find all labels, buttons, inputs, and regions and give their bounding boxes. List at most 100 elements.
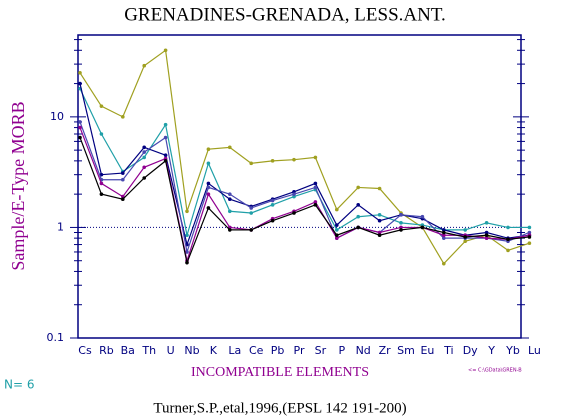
data-point xyxy=(206,181,211,186)
data-point xyxy=(377,186,382,191)
data-point xyxy=(142,165,146,170)
data-point xyxy=(142,150,146,154)
x-tick-label: Zr xyxy=(379,344,392,357)
data-point xyxy=(292,157,296,162)
data-point xyxy=(142,145,146,150)
data-point xyxy=(313,155,318,160)
data-point xyxy=(313,203,318,207)
data-point xyxy=(185,209,189,214)
data-point xyxy=(163,153,168,158)
x-tick-label: Pr xyxy=(294,344,305,357)
x-tick-label: Rb xyxy=(99,344,114,357)
data-point xyxy=(356,185,361,190)
series-line xyxy=(79,127,530,264)
x-tick-label: Nb xyxy=(184,344,199,357)
data-point xyxy=(249,161,253,166)
data-point xyxy=(163,48,168,53)
data-point xyxy=(142,176,146,180)
data-point xyxy=(484,236,489,240)
data-point xyxy=(399,213,403,217)
data-point xyxy=(206,185,211,190)
data-point xyxy=(292,192,296,196)
data-point xyxy=(527,230,532,235)
data-point xyxy=(377,233,382,238)
data-point xyxy=(313,185,318,190)
data-point xyxy=(356,214,361,219)
data-point xyxy=(420,214,425,219)
count-note: N= 6 xyxy=(4,378,34,392)
x-tick-label: Lu xyxy=(528,344,541,357)
x-tick-label: Yb xyxy=(505,344,520,357)
data-point xyxy=(99,104,104,108)
data-point xyxy=(442,228,446,232)
y-tick-label: 1 xyxy=(57,220,64,233)
data-point xyxy=(249,211,253,215)
x-tick-label: Nd xyxy=(356,344,371,357)
data-point xyxy=(292,194,296,199)
data-point xyxy=(121,171,125,175)
x-tick-label: Ce xyxy=(249,344,264,357)
data-point xyxy=(99,181,104,186)
data-point xyxy=(78,71,82,75)
data-point xyxy=(335,233,339,238)
data-point xyxy=(163,122,168,127)
x-tick-label: U xyxy=(167,344,175,357)
data-point xyxy=(506,237,510,242)
x-tick-label: Th xyxy=(141,344,156,357)
data-point xyxy=(206,206,211,210)
x-tick-label: La xyxy=(228,344,241,357)
x-tick-label: Eu xyxy=(420,344,434,357)
data-point xyxy=(399,225,403,230)
data-point xyxy=(206,147,211,151)
data-point xyxy=(121,115,125,119)
plot-frame xyxy=(77,34,522,339)
data-point xyxy=(463,239,468,244)
data-point xyxy=(228,197,232,202)
series-line xyxy=(79,49,530,265)
chart-title: GRENADINES-GRENADA, LESS.ANT. xyxy=(124,4,446,25)
x-tick-label: P xyxy=(338,344,345,357)
data-point xyxy=(506,225,510,230)
data-point xyxy=(442,233,446,238)
data-point xyxy=(99,132,104,136)
data-point xyxy=(78,120,82,124)
data-point xyxy=(420,225,425,230)
data-point xyxy=(527,241,532,246)
data-point xyxy=(270,159,275,163)
data-point xyxy=(121,197,125,202)
data-point xyxy=(356,225,361,230)
data-point xyxy=(335,228,339,232)
data-point xyxy=(292,211,296,215)
series-line xyxy=(79,121,530,253)
data-point xyxy=(484,230,489,235)
data-point xyxy=(377,230,382,235)
data-point xyxy=(270,203,275,207)
data-point xyxy=(442,230,446,235)
x-tick-label: Pb xyxy=(271,344,285,357)
x-tick-label: Sr xyxy=(315,344,327,357)
data-point xyxy=(335,223,339,227)
series-line xyxy=(79,83,530,247)
data-point xyxy=(527,225,532,230)
data-point xyxy=(228,228,232,232)
data-point xyxy=(99,192,104,196)
data-point xyxy=(206,192,211,196)
file-note: <= C:\GData\GREN-B xyxy=(468,368,522,374)
data-point xyxy=(484,221,489,225)
y-tick-label: 10 xyxy=(50,110,64,123)
x-tick-label: Y xyxy=(487,344,495,357)
data-point xyxy=(313,200,318,204)
data-point xyxy=(484,233,489,238)
data-point xyxy=(377,218,382,223)
data-point xyxy=(399,228,403,232)
data-point xyxy=(356,203,361,207)
data-point xyxy=(527,235,532,239)
data-point xyxy=(335,236,339,240)
data-point xyxy=(399,221,403,225)
data-point xyxy=(313,181,318,186)
data-point xyxy=(377,213,382,217)
data-point xyxy=(335,207,339,212)
y-axis-label: Sample/E-Type MORB xyxy=(8,101,28,270)
data-point xyxy=(249,206,253,210)
